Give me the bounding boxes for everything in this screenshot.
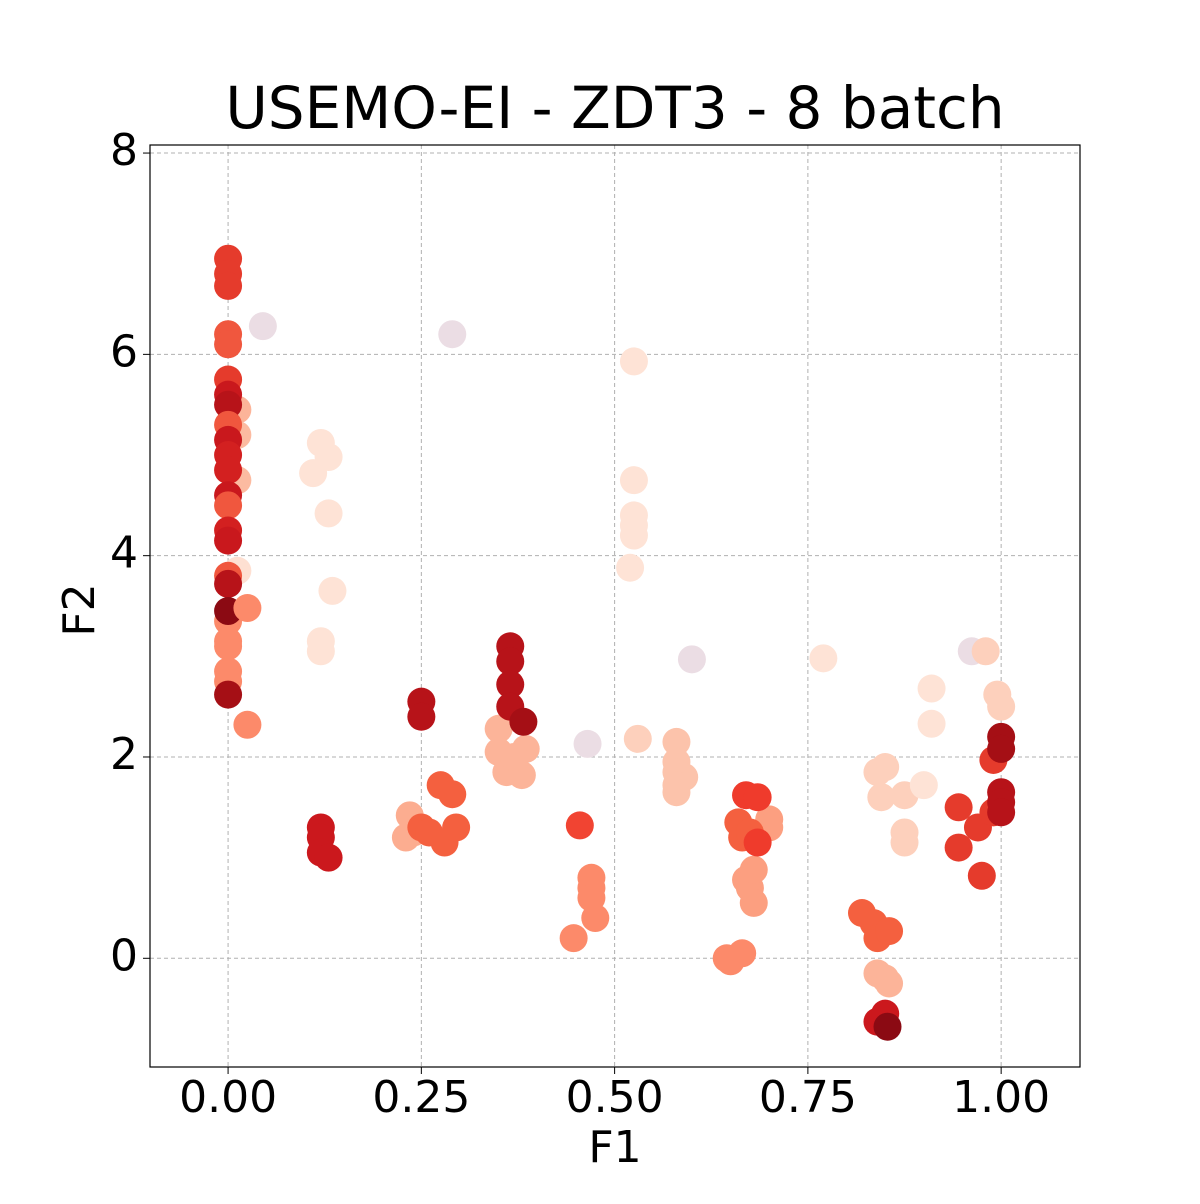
x-tick-label: 0.25 [372,1072,470,1123]
scatter-point [214,271,243,300]
scatter-point [743,783,772,812]
scatter-point [500,742,529,771]
scatter-point [559,924,588,953]
scatter-point [677,645,706,674]
scatter-point [728,939,757,968]
y-axis-label: F2 [54,583,105,636]
scatter-point [214,680,243,709]
scatter-point [909,771,938,800]
scatter-point [306,637,335,666]
scatter-point [214,569,243,598]
scatter-point [318,576,347,605]
scatter-point [867,783,896,812]
x-tick-label: 1.00 [952,1072,1050,1123]
scatter-point [314,499,343,528]
scatter-point [616,553,645,582]
scatter-point [581,904,610,933]
scatter-point [875,917,904,946]
scatter-point [739,855,768,884]
y-tick-label: 6 [110,326,138,377]
scatter-point [873,1012,902,1041]
scatter-point [917,709,946,738]
scatter-point [662,727,691,756]
scatter-point [407,702,436,731]
scatter-point [573,729,602,758]
scatter-point [623,724,652,753]
y-tick-label: 2 [110,729,138,780]
scatter-point [314,843,343,872]
scatter-point [619,521,648,550]
scatter-point [917,674,946,703]
scatter-point [662,771,691,800]
scatter-point [438,320,467,349]
x-axis-label: F1 [588,1122,641,1173]
scatter-point [233,594,262,623]
scatter-point [214,526,243,555]
scatter-point [890,828,919,857]
x-tick-label: 0.75 [759,1072,857,1123]
scatter-point [442,813,471,842]
grid [150,145,1080,1067]
scatter-point [248,312,277,341]
scatter-point [944,793,973,822]
scatter-point [967,861,996,890]
scatter-point [496,647,525,676]
scatter-point [809,644,838,673]
scatter-point [743,828,772,857]
y-tick-label: 4 [110,528,138,579]
y-tick-label: 8 [110,125,138,176]
scatter-point [875,969,904,998]
scatter-point [971,637,1000,666]
scatter-point [739,888,768,917]
scatter-point [619,347,648,376]
scatter-point [565,811,594,840]
scatter-point [619,466,648,495]
points [214,244,1016,1041]
scatter-point [496,670,525,699]
scatter-point [944,833,973,862]
x-tick-label: 0.50 [566,1072,664,1123]
scatter-point [214,330,243,359]
scatter-point [233,710,262,739]
scatter-point [438,780,467,809]
scatter-point [987,734,1016,763]
scatter-point [214,491,243,520]
scatter-point [214,632,243,661]
scatter-point [314,443,343,472]
scatter-point [987,692,1016,721]
x-tick-label: 0.00 [179,1072,277,1123]
scatter-point [484,714,513,743]
scatter-point [987,798,1016,827]
scatter-point [863,758,892,787]
scatter-point [509,707,538,736]
scatter-point [214,456,243,485]
y-tick-label: 0 [110,930,138,981]
chart-title: USEMO-EI - ZDT3 - 8 batch [225,74,1004,142]
scatter-point [214,390,243,419]
